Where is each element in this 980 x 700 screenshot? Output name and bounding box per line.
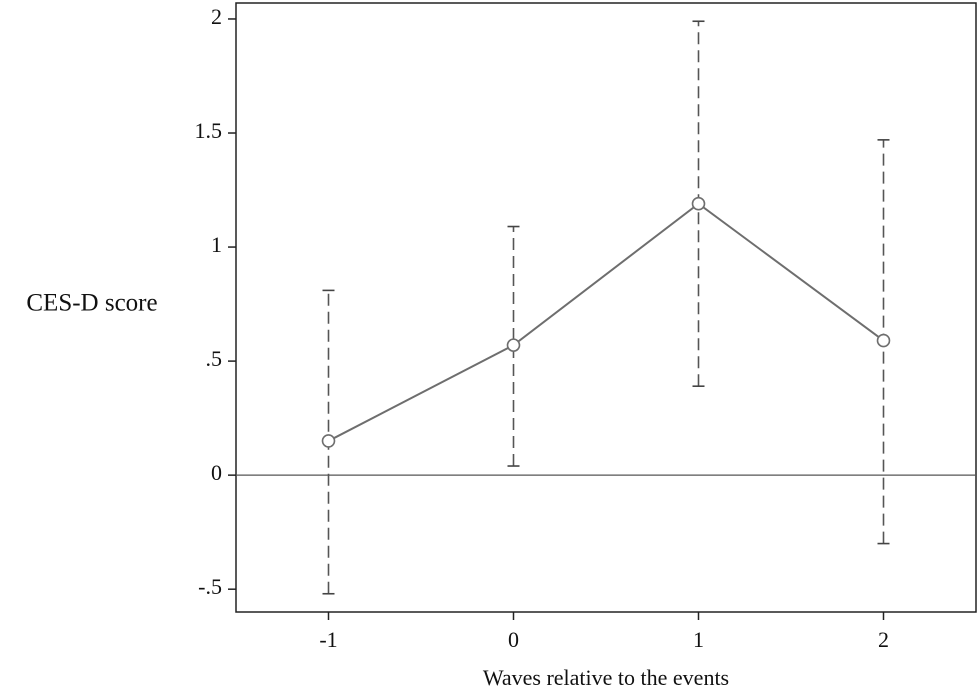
x-tick-label: 2 — [878, 627, 889, 652]
x-tick-label: -1 — [319, 627, 337, 652]
y-tick-label: 2 — [211, 4, 222, 29]
point-marker — [506, 338, 521, 352]
y-tick-label: 1 — [211, 232, 222, 257]
x-tick-label: 0 — [508, 627, 519, 652]
y-tick-label: -.5 — [198, 574, 222, 599]
x-tick-label: 1 — [693, 627, 704, 652]
x-axis-label: Waves relative to the events — [483, 665, 729, 690]
point-marker — [321, 434, 336, 448]
y-tick-label: 0 — [211, 460, 222, 485]
point-marker — [691, 196, 706, 211]
series-line — [328, 202, 885, 442]
y-axis-label: CES-D score — [26, 290, 157, 317]
plot-frame — [235, 2, 977, 613]
y-tick-label: .5 — [206, 346, 223, 371]
y-tick-label: 1.5 — [195, 118, 223, 143]
point-marker — [876, 333, 891, 348]
